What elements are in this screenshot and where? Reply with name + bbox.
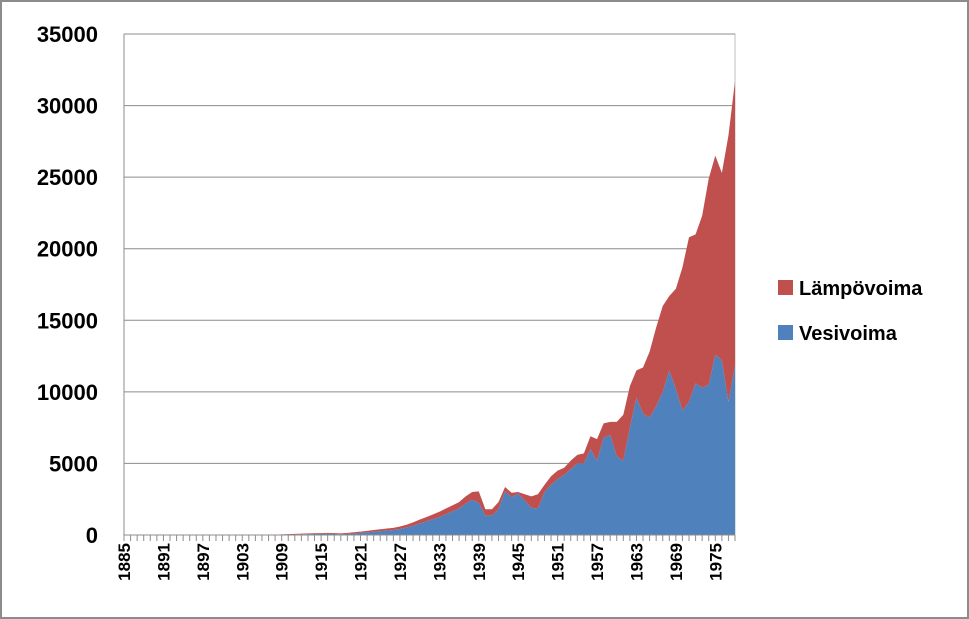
- x-tick-label: 1975: [706, 543, 725, 581]
- x-tick-label: 1921: [352, 543, 371, 581]
- x-tick-label: 1939: [470, 543, 489, 581]
- x-tick-label: 1885: [115, 543, 134, 581]
- y-tick-label: 30000: [37, 94, 98, 119]
- area-vesivoima: [124, 354, 735, 535]
- legend-swatch: [778, 325, 793, 340]
- x-tick-label: 1933: [430, 543, 449, 581]
- area-series: [124, 81, 735, 535]
- y-tick-label: 15000: [37, 308, 98, 333]
- x-tick-label: 1891: [154, 543, 173, 581]
- legend-label: Vesivoima: [799, 323, 898, 345]
- x-tick-label: 1909: [273, 543, 292, 581]
- x-tick-label: 1897: [194, 543, 213, 581]
- legend-swatch: [778, 280, 793, 295]
- x-tick-label: 1945: [509, 543, 528, 581]
- y-axis: 0 5000 10000 15000 20000 25000 30000 35000: [37, 22, 98, 548]
- x-tick-label: 1951: [549, 543, 568, 581]
- x-axis: 1885 1891 1897 1903 1909 1915 1921 1927 1933 1939…: [115, 34, 736, 581]
- x-tick-label: 1969: [667, 543, 686, 581]
- x-tick-label: 1903: [233, 543, 252, 581]
- y-tick-label: 10000: [37, 380, 98, 405]
- legend-label: Lämpövoima: [799, 278, 923, 300]
- y-tick-label: 20000: [37, 237, 98, 262]
- x-tick-label: 1927: [391, 543, 410, 581]
- x-tick-label: 1915: [312, 543, 331, 581]
- y-tick-label: 5000: [49, 451, 98, 476]
- y-tick-label: 0: [86, 523, 98, 548]
- x-tick-label: 1963: [627, 543, 646, 581]
- x-tick-label: 1957: [588, 543, 607, 581]
- y-tick-label: 25000: [37, 165, 98, 190]
- legend: Lämpövoima Vesivoima: [778, 278, 923, 345]
- y-tick-label: 35000: [37, 22, 98, 47]
